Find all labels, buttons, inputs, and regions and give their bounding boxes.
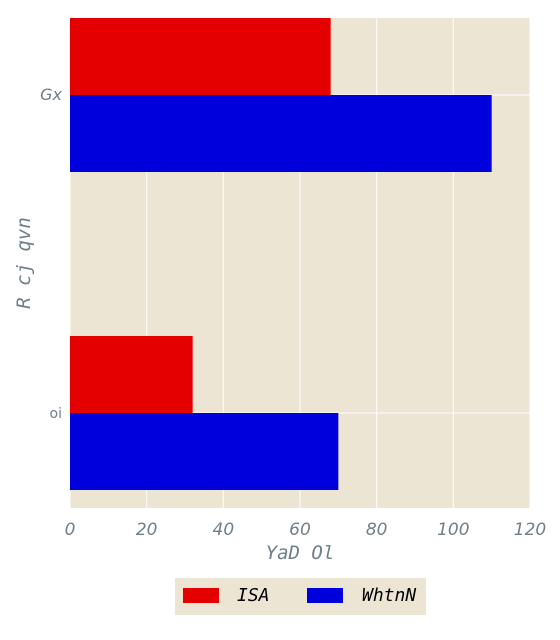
x-tick-label: 120 [514,520,546,540]
y-tick-label: Gx [40,85,62,104]
x-tick-labels: 0 20 40 60 80 100 120 [65,520,547,540]
x-tick-label: 0 [65,520,76,540]
legend: ISA WhtnN [175,578,426,615]
x-tick-label: 40 [213,520,235,540]
legend-swatch-whtnn [307,588,343,603]
x-tick-label: 80 [366,520,388,540]
y-tick-label: oi [50,406,62,422]
legend-swatch-isa [183,588,219,603]
y-tick-labels: Gx oi [40,85,62,422]
legend-label-whtnn: WhtnN [362,585,416,606]
legend-label-isa: ISA [237,585,270,606]
bars [70,18,492,490]
bar-whtnn-oi [70,413,339,490]
x-tick-label: 60 [289,520,311,540]
bar-isa-oi [70,336,193,413]
x-axis-label: YaD Ol [266,542,335,564]
bar-whtnn-gx [70,95,492,172]
x-tick-label: 20 [136,520,158,540]
x-tick-label: 100 [437,520,469,540]
bar-isa-gx [70,18,331,95]
y-axis-label: R cj qvn [13,217,35,309]
